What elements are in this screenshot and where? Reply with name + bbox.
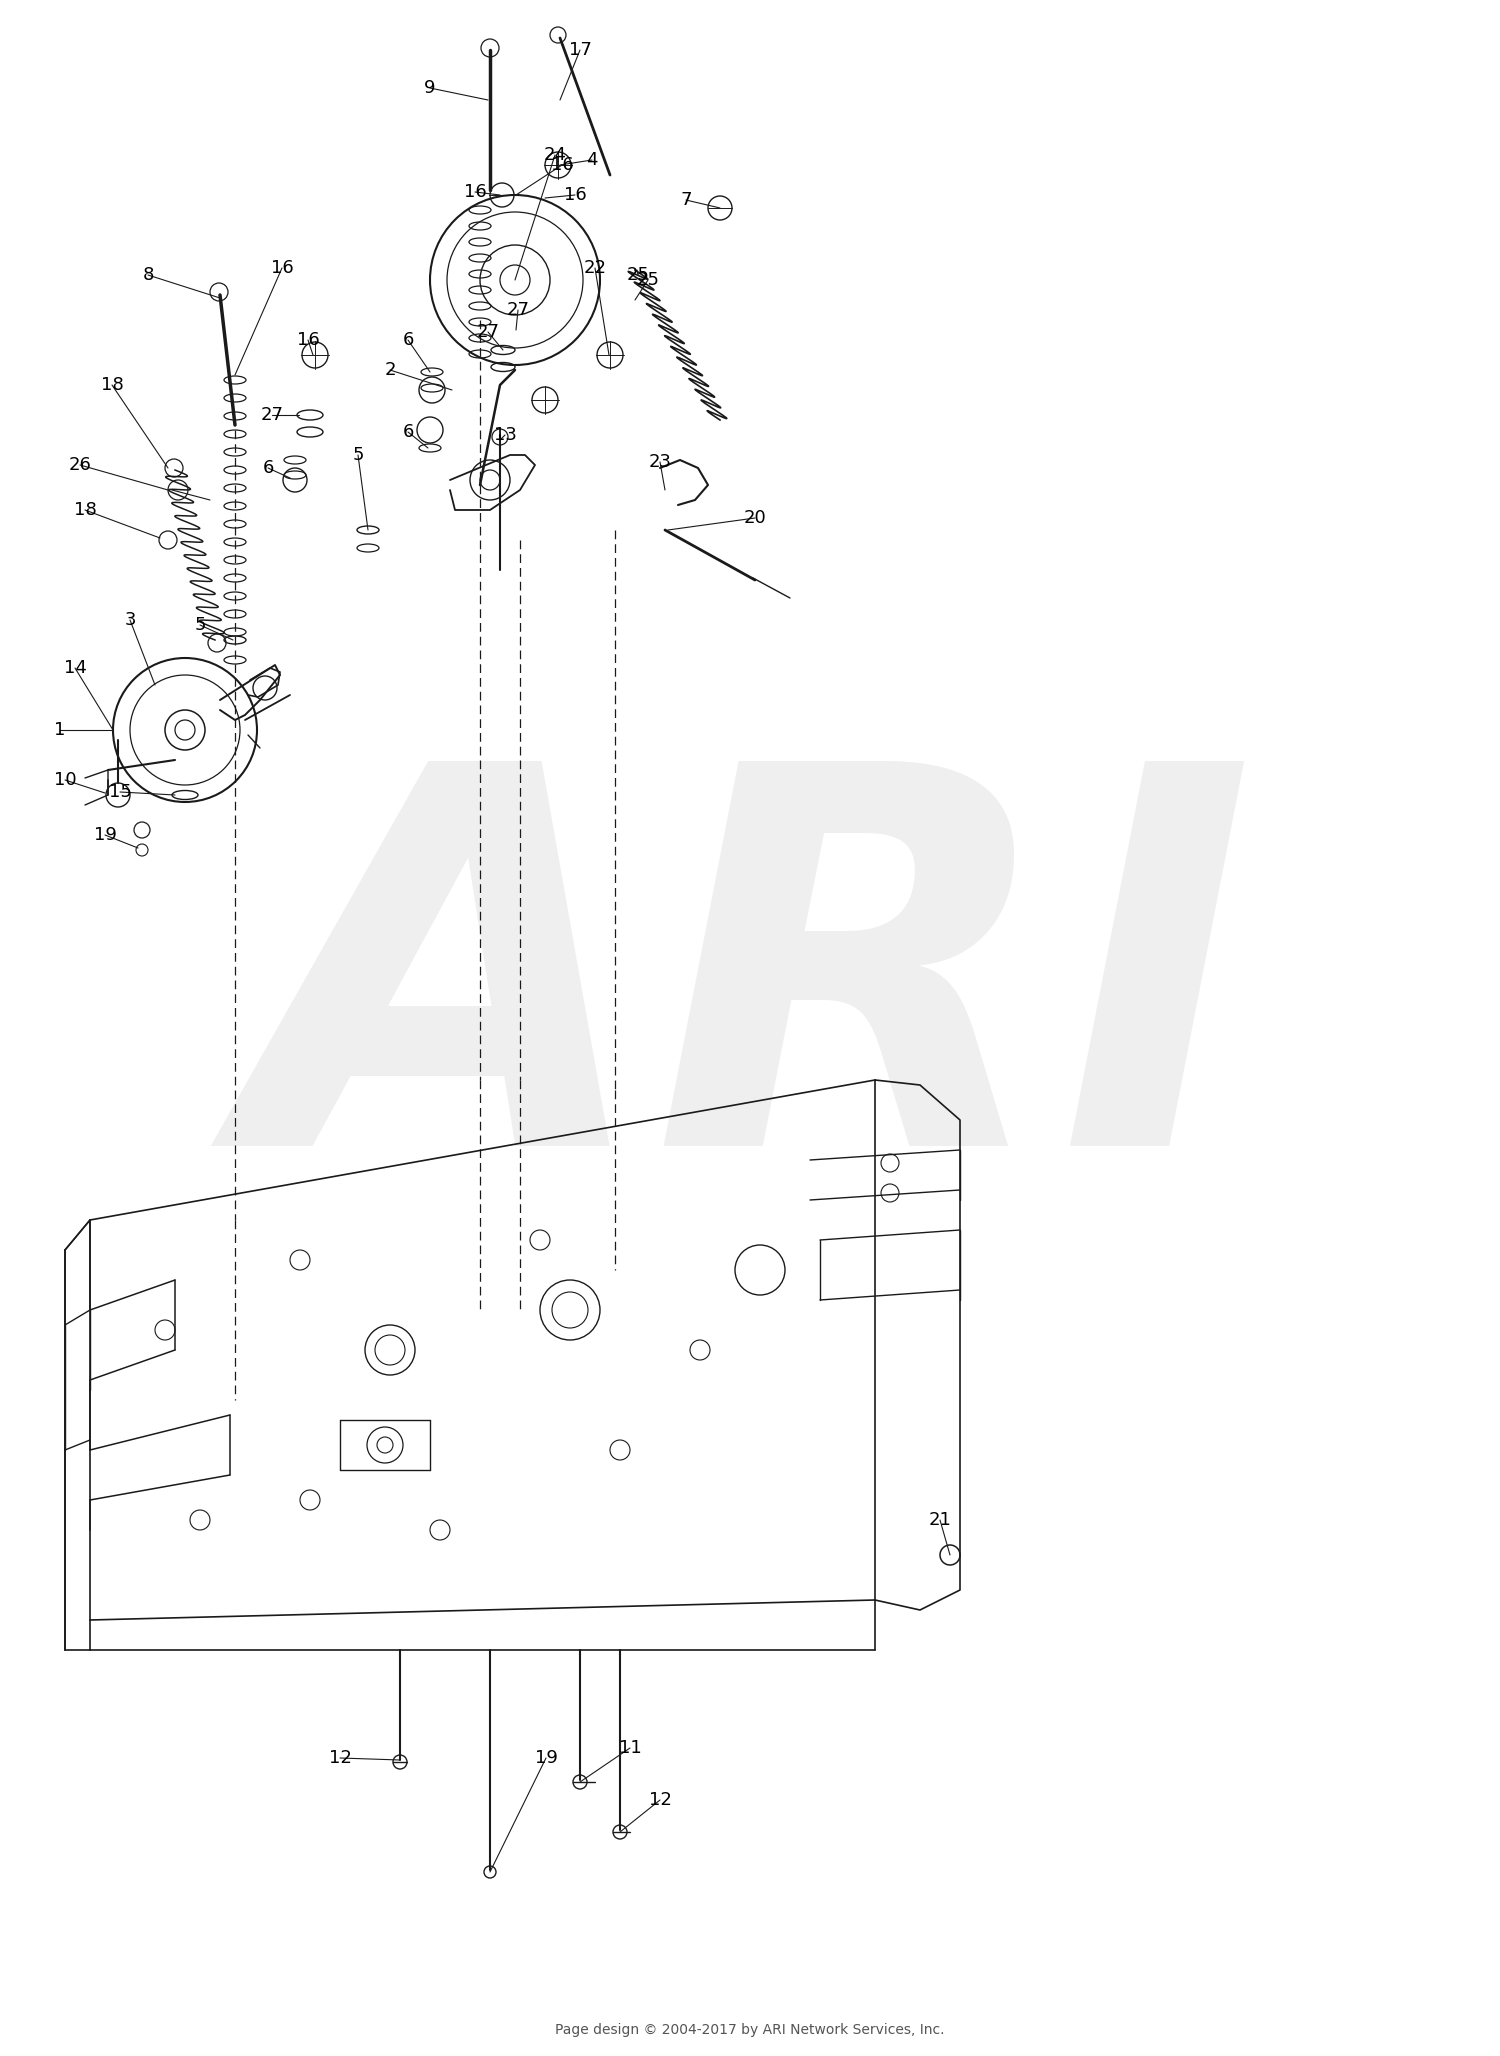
Text: 19: 19	[93, 827, 117, 845]
Text: 26: 26	[69, 456, 92, 475]
Text: 1: 1	[54, 722, 66, 738]
Text: 27: 27	[261, 405, 284, 424]
Text: 21: 21	[928, 1511, 951, 1530]
Text: 18: 18	[100, 376, 123, 395]
Text: 15: 15	[108, 783, 132, 802]
Text: 22: 22	[584, 259, 606, 278]
Text: Page design © 2004-2017 by ARI Network Services, Inc.: Page design © 2004-2017 by ARI Network S…	[555, 2023, 945, 2037]
Text: 18: 18	[74, 502, 96, 518]
Text: 16: 16	[297, 331, 320, 350]
Text: 27: 27	[507, 300, 530, 319]
Text: 5: 5	[195, 617, 206, 633]
Text: 25: 25	[636, 271, 660, 290]
Text: 24: 24	[543, 146, 567, 164]
Text: 12: 12	[648, 1791, 672, 1809]
Text: 10: 10	[54, 771, 76, 790]
Text: 4: 4	[586, 150, 597, 169]
Text: 16: 16	[564, 185, 586, 204]
Text: 27: 27	[477, 323, 500, 341]
Text: 6: 6	[402, 424, 414, 440]
Text: 20: 20	[744, 510, 766, 526]
Text: 16: 16	[464, 183, 486, 201]
Text: 13: 13	[494, 426, 516, 444]
Text: 25: 25	[627, 265, 650, 284]
Text: 12: 12	[328, 1750, 351, 1766]
Text: 9: 9	[424, 78, 435, 97]
Text: 7: 7	[680, 191, 692, 210]
Text: 19: 19	[534, 1750, 558, 1766]
Text: 6: 6	[402, 331, 414, 350]
Text: 6: 6	[262, 458, 273, 477]
Text: 17: 17	[568, 41, 591, 60]
Text: 14: 14	[63, 660, 87, 676]
Text: 2: 2	[384, 362, 396, 378]
Text: 23: 23	[648, 452, 672, 471]
Text: 5: 5	[352, 446, 363, 465]
Text: 11: 11	[618, 1739, 642, 1758]
Text: ARI: ARI	[244, 744, 1256, 1256]
Text: 3: 3	[124, 611, 135, 629]
Text: 16: 16	[270, 259, 294, 278]
Text: 8: 8	[142, 265, 153, 284]
Text: 16: 16	[550, 156, 573, 175]
